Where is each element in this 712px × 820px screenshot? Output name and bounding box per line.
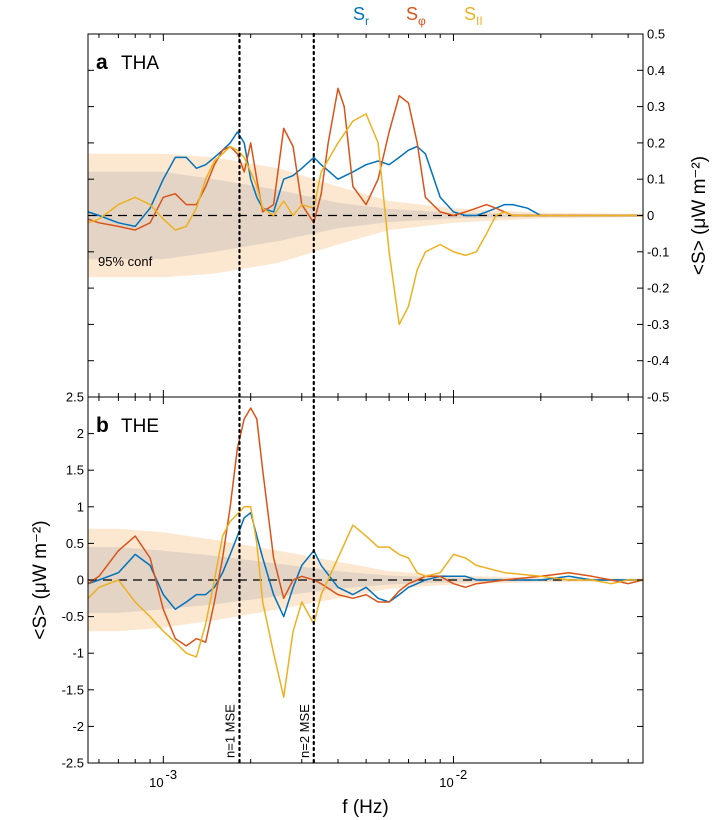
y-tick-label: -0.3 — [647, 317, 669, 332]
y-tick-label: -0.5 — [62, 609, 84, 624]
panel-letter-a: a — [96, 51, 108, 74]
panel-name-a: THA — [121, 53, 159, 74]
y-tick-label: -0.1 — [647, 244, 669, 259]
y-tick-label: 1.5 — [66, 463, 84, 478]
x-tick-label-exponent: -2 — [456, 767, 468, 782]
series-line-sr-a — [88, 131, 643, 228]
plot-area-b — [88, 407, 643, 698]
y-tick-label: 0 — [77, 573, 84, 588]
shared-annotations: n=1 MSE n=2 MSE — [222, 32, 315, 765]
legend-entry-sr: Sr — [353, 4, 369, 28]
panel-a-tha: 0.5 0.4 0.3 0.2 0.1 0 -0.1 -0.2 -0.3 -0.4 -0.5 a THA… — [87, 27, 710, 405]
y-tick-label: 0.1 — [647, 172, 665, 187]
legend: Sr Sφ SII — [353, 4, 483, 28]
series-line-sr-b — [88, 511, 643, 618]
series-line-sphi-b — [88, 407, 643, 647]
y-tick-label: -2 — [72, 719, 84, 734]
panel-name-b: THE — [121, 416, 159, 437]
y-tick-label: 0.5 — [66, 536, 84, 551]
x-tick-label-exponent: -3 — [166, 767, 178, 782]
y-tick-label: -2.5 — [62, 756, 84, 771]
legend-entry-sphi: Sφ — [406, 4, 426, 28]
legend-entry-spar: SII — [464, 4, 483, 28]
y-tick-label: -0.2 — [647, 281, 669, 296]
y-axis-title-left: <S> (μW m⁻²) — [30, 520, 51, 639]
x-tick-label: 10 — [149, 775, 163, 790]
y-tick-label: -1.5 — [62, 682, 84, 697]
plot-area-a — [88, 87, 643, 326]
y-axis-title-right: <S> (μW m⁻²) — [689, 156, 710, 275]
x-axis-title: f (Hz) — [342, 797, 388, 818]
mse-label-n1: n=1 MSE — [222, 704, 237, 758]
y-tick-label: -0.4 — [647, 353, 669, 368]
y-tick-label: 0.4 — [647, 63, 665, 78]
series-line-spar-b — [88, 506, 643, 698]
y-tick-label: 0 — [647, 208, 654, 223]
y-tick-label: -0.5 — [647, 390, 669, 405]
series-line-spar-a — [88, 113, 643, 326]
y-tick-label: 2 — [77, 426, 84, 441]
y-tick-label: 0.5 — [647, 27, 665, 42]
y-tick-label: 1 — [77, 499, 84, 514]
y-tick-label: 0.3 — [647, 99, 665, 114]
mse-label-n2: n=2 MSE — [297, 704, 312, 758]
confidence-annotation: 95% conf — [98, 254, 153, 269]
y-tick-label: 0.2 — [647, 135, 665, 150]
y-tick-label: 2.5 — [66, 390, 84, 405]
panel-b-the: 2.5 2 1.5 1 0.5 0 -0.5 -1 -1.5 -2 -2.5 b THE <S> (μW … — [30, 390, 644, 818]
panel-letter-b: b — [96, 414, 109, 437]
x-tick-label: 10 — [439, 775, 453, 790]
y-tick-label: -1 — [72, 646, 84, 661]
